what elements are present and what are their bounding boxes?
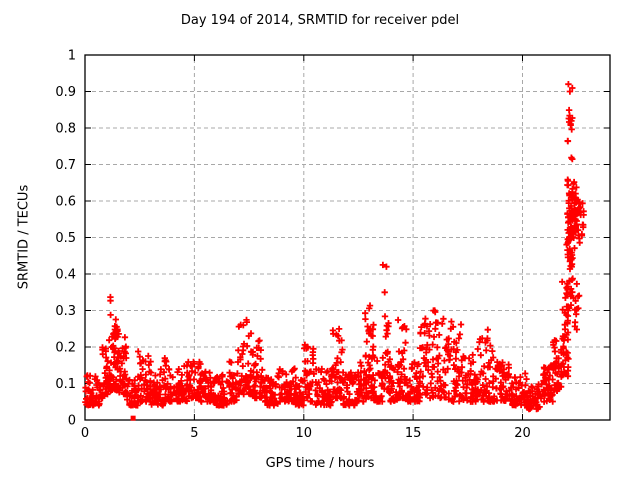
y-tick-label: 0.5	[55, 231, 76, 246]
isolated-data-point	[130, 415, 136, 421]
x-tick-label: 5	[190, 426, 198, 441]
tick-labels: 0 5 10 15 20 0 0.1 0.2 0.3 0.4 0.5 0.6 0.7 0.8 0.9 1	[55, 49, 530, 442]
x-axis-label: GPS time / hours	[265, 456, 375, 471]
y-tick-label: 0.9	[55, 85, 76, 100]
y-tick-label: 0.7	[55, 158, 76, 173]
chart-title: Day 194 of 2014, SRMTID for receiver pde…	[180, 13, 460, 28]
y-tick-label: 0.2	[55, 341, 76, 356]
x-tick-label: 0	[81, 426, 89, 441]
y-tick-label: 0.8	[55, 122, 76, 137]
y-tick-label: 0.3	[55, 304, 76, 319]
y-tick-label: 0.1	[55, 377, 76, 392]
x-tick-label: 20	[514, 426, 531, 441]
x-tick-label: 15	[405, 426, 422, 441]
data-points	[82, 81, 587, 413]
y-tick-label: 0.4	[55, 268, 76, 283]
plot-border	[84, 54, 611, 421]
y-tick-label: 0.6	[55, 195, 76, 210]
y-tick-label: 0	[68, 414, 76, 429]
x-tick-label: 10	[295, 426, 312, 441]
y-tick-label: 1	[68, 49, 76, 64]
